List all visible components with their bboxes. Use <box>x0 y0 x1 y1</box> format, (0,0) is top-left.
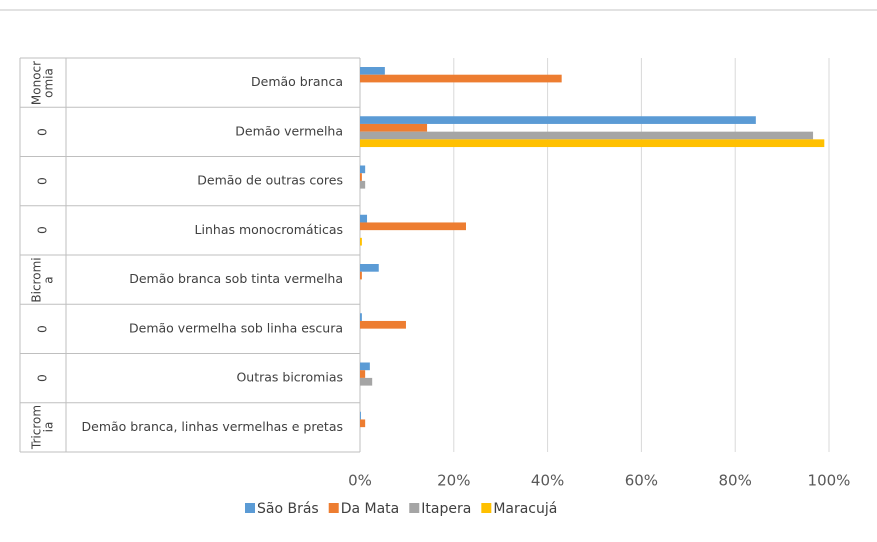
bar <box>360 313 362 321</box>
bar <box>360 165 366 174</box>
legend-swatch <box>481 503 492 513</box>
bar <box>360 411 361 420</box>
bar <box>360 180 366 189</box>
group-label: Tricromia <box>30 405 56 450</box>
x-tick-label: 20% <box>437 472 470 490</box>
legend-label: São Brás <box>257 501 319 517</box>
x-tick-label: 100% <box>808 472 851 490</box>
bar <box>360 131 814 140</box>
bar <box>360 362 370 371</box>
bar <box>360 222 466 231</box>
group-label: 0 <box>36 177 50 185</box>
legend-label: Maracujá <box>493 501 557 517</box>
legend-label: Itapera <box>421 501 471 517</box>
bar <box>360 271 362 280</box>
category-label: Linhas monocromáticas <box>195 222 343 237</box>
x-tick-label: 0% <box>348 472 372 490</box>
legend-label: Da Mata <box>341 501 400 517</box>
bar <box>360 123 428 132</box>
bar <box>360 377 373 386</box>
bar <box>360 139 825 148</box>
x-tick-label: 40% <box>531 472 564 490</box>
group-label: 0 <box>36 226 50 235</box>
bar <box>360 237 362 246</box>
category-label: Demão vermelha sob linha escura <box>129 320 343 335</box>
x-tick-label: 60% <box>625 472 658 490</box>
bar <box>360 74 562 83</box>
bar <box>360 116 756 124</box>
category-label: Demão vermelha <box>235 123 343 138</box>
x-tick-label: 80% <box>719 472 752 490</box>
bar <box>360 173 362 181</box>
group-label: 0 <box>36 128 50 136</box>
bar <box>360 419 366 428</box>
bar <box>360 264 379 272</box>
bar <box>360 214 368 223</box>
group-label: 0 <box>36 374 50 382</box>
category-label: Demão de outras cores <box>197 173 343 188</box>
category-label: Demão branca, linhas vermelhas e pretas <box>82 419 344 434</box>
group-label: Bicromia <box>30 257 56 303</box>
bar <box>360 320 406 329</box>
group-label: 0 <box>36 325 50 333</box>
legend-swatch <box>245 503 255 513</box>
legend-swatch <box>328 503 339 513</box>
legend-swatch <box>409 503 420 513</box>
category-label: Demão branca <box>251 74 343 89</box>
category-label: Demão branca sob tinta vermelha <box>129 271 343 286</box>
group-label: Monocromia <box>30 60 56 105</box>
category-label: Outras bicromias <box>236 370 343 385</box>
bar <box>360 67 385 75</box>
bar <box>360 370 366 378</box>
